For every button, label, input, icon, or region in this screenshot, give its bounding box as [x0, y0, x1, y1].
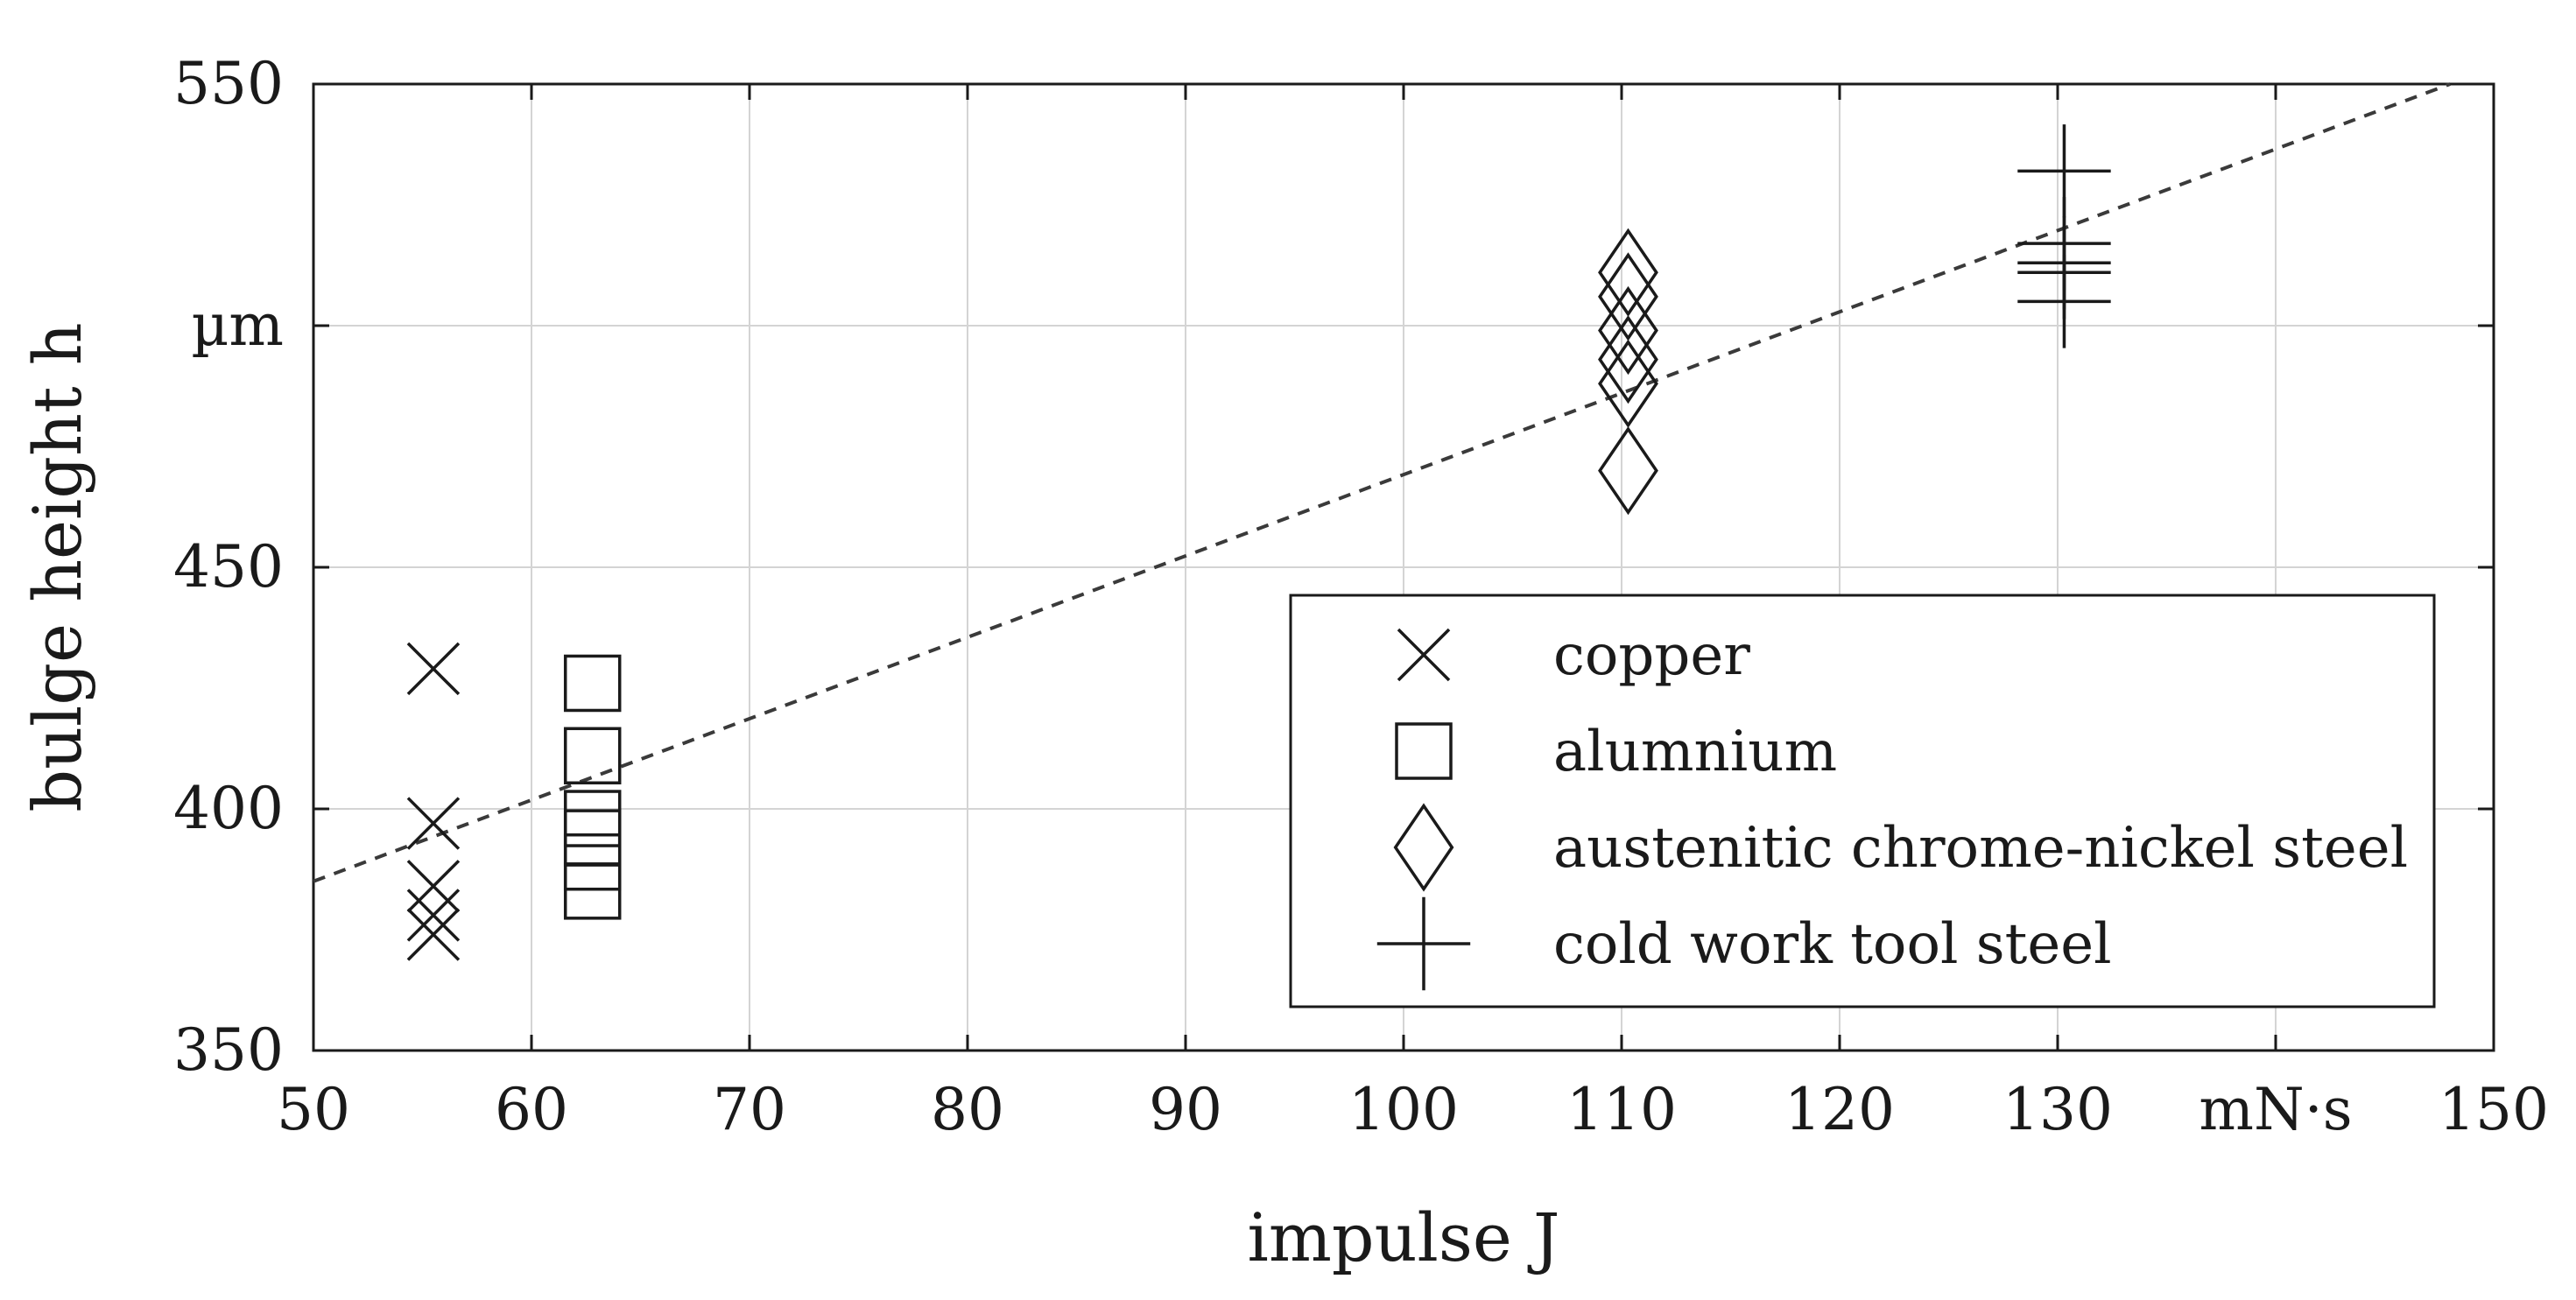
legend-diamond-icon [1393, 803, 1454, 892]
square-marker [563, 727, 622, 785]
square-marker [563, 809, 622, 867]
y-axis-label: bulge height h [18, 322, 96, 812]
diamond-marker [1598, 315, 1658, 404]
legend-label: austenitic chrome-nickel steel [1553, 816, 2408, 881]
y-tick-label: 350 [173, 1016, 284, 1084]
legend-label: cold work tool steel [1553, 912, 2112, 977]
plus-marker [2017, 255, 2111, 348]
square-marker [563, 790, 622, 847]
legend: copper alumnium austenitic chrome-nickel s… [1289, 594, 2436, 1008]
x-axis-unit: mN·s [2199, 1076, 2352, 1143]
x-tick-label: 60 [495, 1076, 568, 1143]
diamond-marker [1598, 425, 1658, 516]
diamond-marker [1598, 339, 1658, 428]
legend-box [1289, 594, 2436, 1008]
legend-x-icon [1397, 628, 1451, 682]
x-marker [406, 889, 461, 942]
legend-square-icon [1395, 722, 1453, 780]
x-tick-label: 150 [2439, 1076, 2549, 1143]
x-tick-label: 80 [931, 1076, 1004, 1143]
diamond-marker [1598, 228, 1658, 317]
diamond-marker [1598, 285, 1658, 376]
data-markers [406, 124, 2111, 961]
y-tick-label: 550 [173, 50, 284, 117]
x-tick-label: 100 [1348, 1076, 1459, 1143]
x-marker [406, 860, 461, 913]
x-marker [406, 908, 461, 961]
x-tick-label: 90 [1149, 1076, 1222, 1143]
legend-label: copper [1553, 623, 1750, 688]
legend-label: alumnium [1553, 720, 1837, 784]
x-tick-label: 110 [1566, 1076, 1677, 1143]
x-tick-label: 120 [1784, 1076, 1895, 1143]
x-marker [406, 642, 461, 696]
x-tick-label: 130 [2002, 1076, 2113, 1143]
ticks [312, 82, 2495, 1052]
diamond-marker [1598, 252, 1658, 341]
square-marker [563, 862, 622, 920]
x-tick-label: 50 [277, 1076, 350, 1143]
legend-plus-icon [1376, 896, 1471, 991]
legend-items: copper alumnium austenitic chrome-nickel s… [1376, 623, 2408, 991]
fit-line [313, 82, 2451, 883]
y-tick-label: 400 [173, 775, 284, 842]
y-tick-label: 450 [173, 533, 284, 601]
x-tick-label: 70 [713, 1076, 786, 1143]
tick-labels: 50 60 70 80 90 100 110 120 130 150 350 400 450 550 [173, 50, 2549, 1143]
square-marker [563, 833, 622, 891]
x-marker [406, 797, 461, 850]
y-axis-unit: µm [192, 292, 284, 359]
square-marker [563, 654, 622, 713]
x-axis-label: impulse J [1248, 1198, 1560, 1276]
